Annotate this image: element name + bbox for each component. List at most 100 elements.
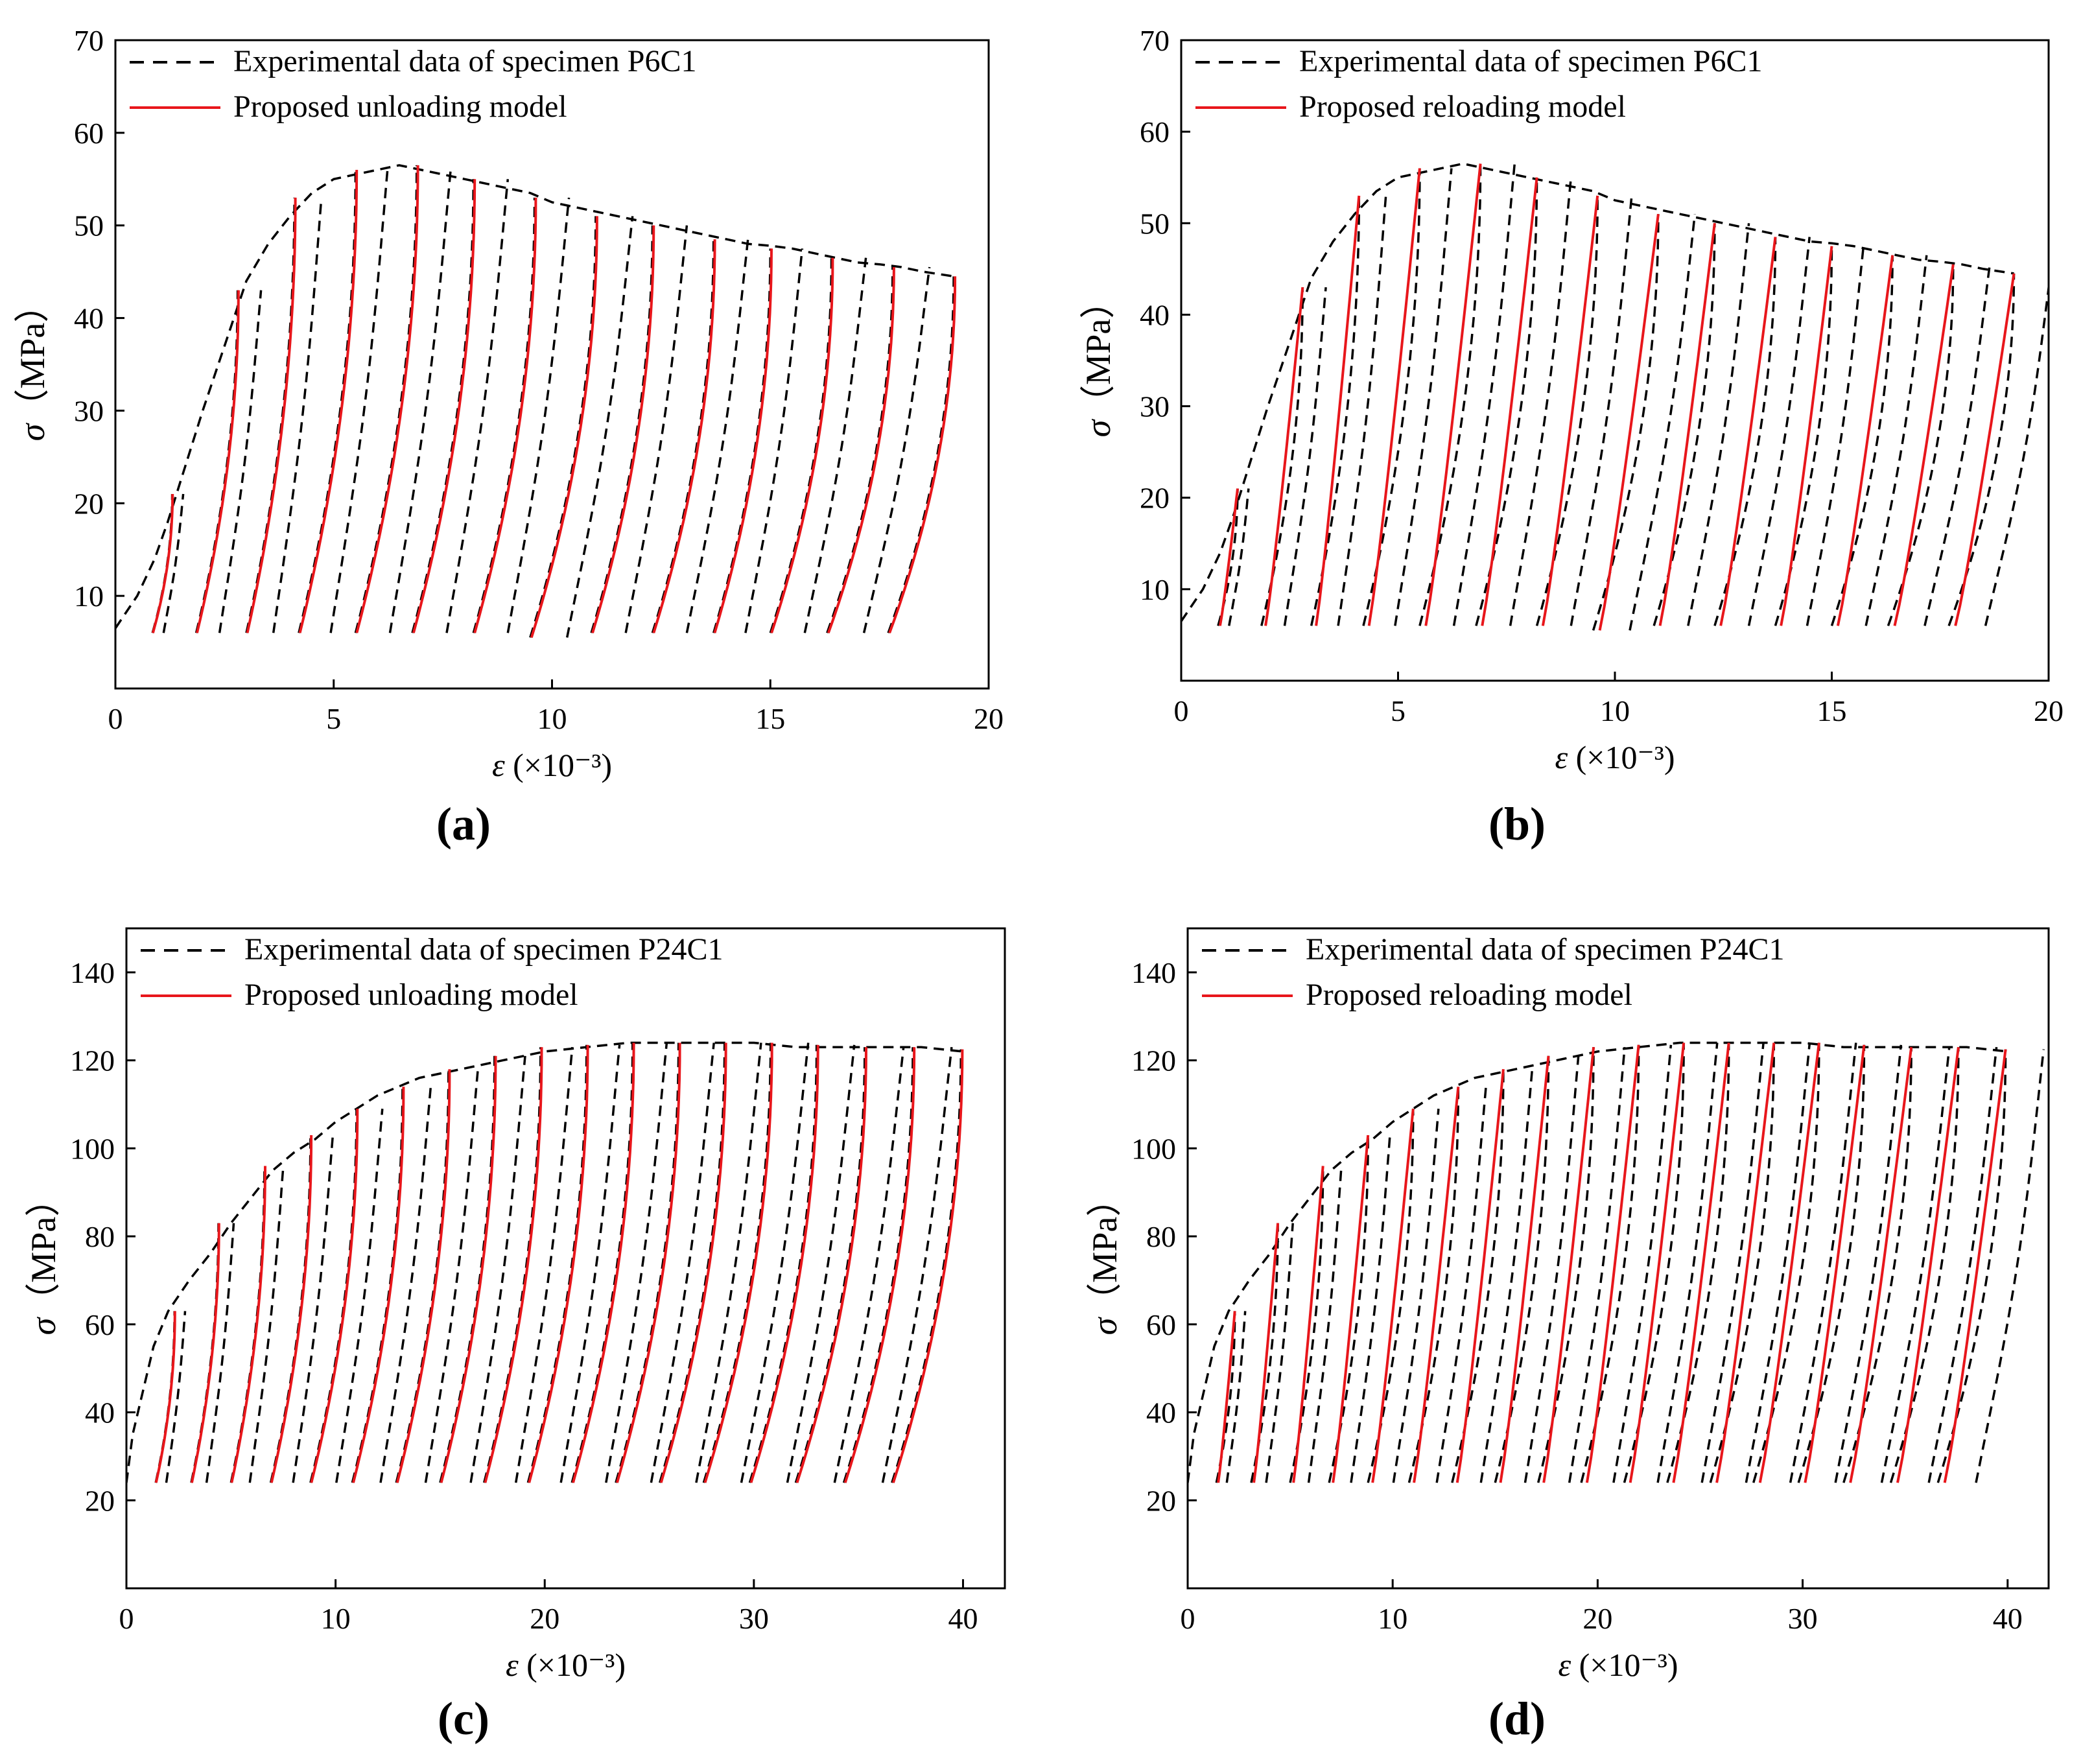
x-tick-label: 40 [948,1602,978,1635]
model-curve-3 [230,1166,266,1483]
y-tick-label: 40 [74,302,104,335]
y-axis-symbol: σ [13,422,52,441]
y-tick-label: 10 [1140,573,1170,606]
x-tick-label: 0 [1174,694,1189,727]
experimental-reloading-2 [218,290,263,633]
experimental-reloading-9 [514,1047,574,1483]
experimental-reloading-10 [559,1044,621,1483]
model-curve-8 [530,216,598,638]
x-tick-label: 20 [974,702,1004,735]
model-curve-2 [190,1223,220,1483]
y-tick-label: 100 [1131,1132,1176,1165]
model-curve-10 [528,1044,589,1483]
plot-area [1188,1041,2045,1483]
model-curve-5 [355,165,419,633]
chart-d: 0 10 20 30 40 20 40 60 80 100 120 140 ε (×10⁻³) σ（MPa… [1085,927,2050,1683]
model-curve-1 [151,493,174,633]
experimental-reloading-5 [388,165,453,633]
experimental-unloading-14 [1752,1042,1820,1483]
experimental-reloading-7 [1570,195,1633,626]
experimental-reloading-11 [1806,246,1865,626]
experimental-reloading-9 [624,225,688,633]
experimental-unloading-2 [194,290,239,633]
model-curve-3 [1292,1166,1324,1483]
experimental-unloading-15 [1797,1044,1866,1483]
model-curve-3 [246,197,297,633]
model-curve-11 [572,1042,635,1483]
model-curve-2 [1253,1223,1280,1483]
experimental-reloading-15 [1834,1044,1903,1483]
experimental-reloading-8 [1629,214,1697,631]
model-curve-2 [1264,287,1304,626]
y-tick-label: 70 [74,24,104,57]
y-tick-label: 50 [1140,207,1170,240]
legend-label-experimental: Experimental data of specimen P6C1 [1299,44,1762,78]
experimental-unloading-9 [590,225,654,633]
experimental-unloading-17 [1889,1047,1960,1483]
model-curve-13 [1715,1042,1776,1483]
y-tick-label: 40 [1140,298,1170,331]
experimental-unloading-10 [651,239,715,633]
legend-label-model: Proposed reloading model [1299,89,1626,124]
y-axis-unit: （MPa） [1079,284,1118,420]
experimental-reloading-14 [1789,1042,1857,1483]
model-curve-11 [1629,1042,1686,1483]
experimental-unloading-6 [1407,1087,1460,1483]
experimental-reloading-3 [272,197,323,633]
model-curve-10 [1719,237,1777,626]
experimental-unloading-16 [794,1047,866,1483]
experimental-reloading-8 [469,1055,526,1483]
legend-label-model: Proposed unloading model [233,89,567,124]
model-curve-11 [1780,246,1833,626]
y-tick-label: 140 [70,956,115,989]
model-curve-4 [1332,1135,1370,1483]
experimental-unloading-3 [1310,195,1361,626]
y-tick-label: 60 [74,117,104,150]
experimental-envelope [115,164,954,629]
experimental-reloading-1 [1228,488,1250,626]
experimental-reloading-16 [1880,1047,1951,1483]
x-tick-label: 20 [530,1602,559,1635]
x-tick-label: 30 [739,1602,769,1635]
model-curve-1 [1218,488,1239,626]
model-curve-18 [891,1049,964,1483]
plot-frame [1186,927,2050,1590]
plot-frame [125,927,1006,1590]
x-axis-unit: (×10⁻³) [1576,739,1675,775]
experimental-reloading-8 [565,216,634,638]
experimental-reloading-4 [329,169,389,633]
y-axis-unit: （MPa） [13,288,52,424]
experimental-unloading-1 [1215,1311,1236,1483]
experimental-envelope [1181,162,2014,622]
experimental-unloading-10 [1713,237,1777,626]
y-tick-label: 100 [70,1132,115,1165]
model-curve-8 [1598,213,1660,631]
experimental-unloading-5 [1367,1109,1415,1483]
experimental-unloading-4 [298,169,357,633]
experimental-unloading-3 [229,1166,266,1483]
experimental-unloading-6 [1475,177,1538,626]
y-axis-symbol: σ [1085,1316,1124,1335]
panel-label-c: (c) [438,1693,489,1745]
y-tick-label: 20 [85,1484,115,1517]
model-curve-5 [1424,163,1482,626]
experimental-reloading-1 [162,493,185,633]
y-tick-label: 120 [70,1044,115,1077]
experimental-unloading-7 [1451,1069,1505,1483]
experimental-reloading-16 [833,1047,905,1483]
experimental-reloading-6 [1435,1087,1487,1483]
experimental-reloading-4 [292,1135,335,1483]
x-axis-label: ε (×10⁻³) [1558,1647,1678,1683]
experimental-unloading-8 [529,216,597,638]
model-curve-12 [1836,255,1894,626]
model-curve-16 [1849,1046,1913,1483]
x-tick-label: 10 [1378,1602,1407,1635]
experimental-reloading-7 [506,197,571,633]
model-curve-4 [298,169,359,633]
experimental-reloading-4 [1394,168,1453,626]
x-axis-unit: (×10⁻³) [513,747,612,783]
experimental-reloading-2 [1265,1223,1294,1483]
y-tick-label: 20 [74,487,104,520]
experimental-unloading-13 [1709,1042,1776,1483]
